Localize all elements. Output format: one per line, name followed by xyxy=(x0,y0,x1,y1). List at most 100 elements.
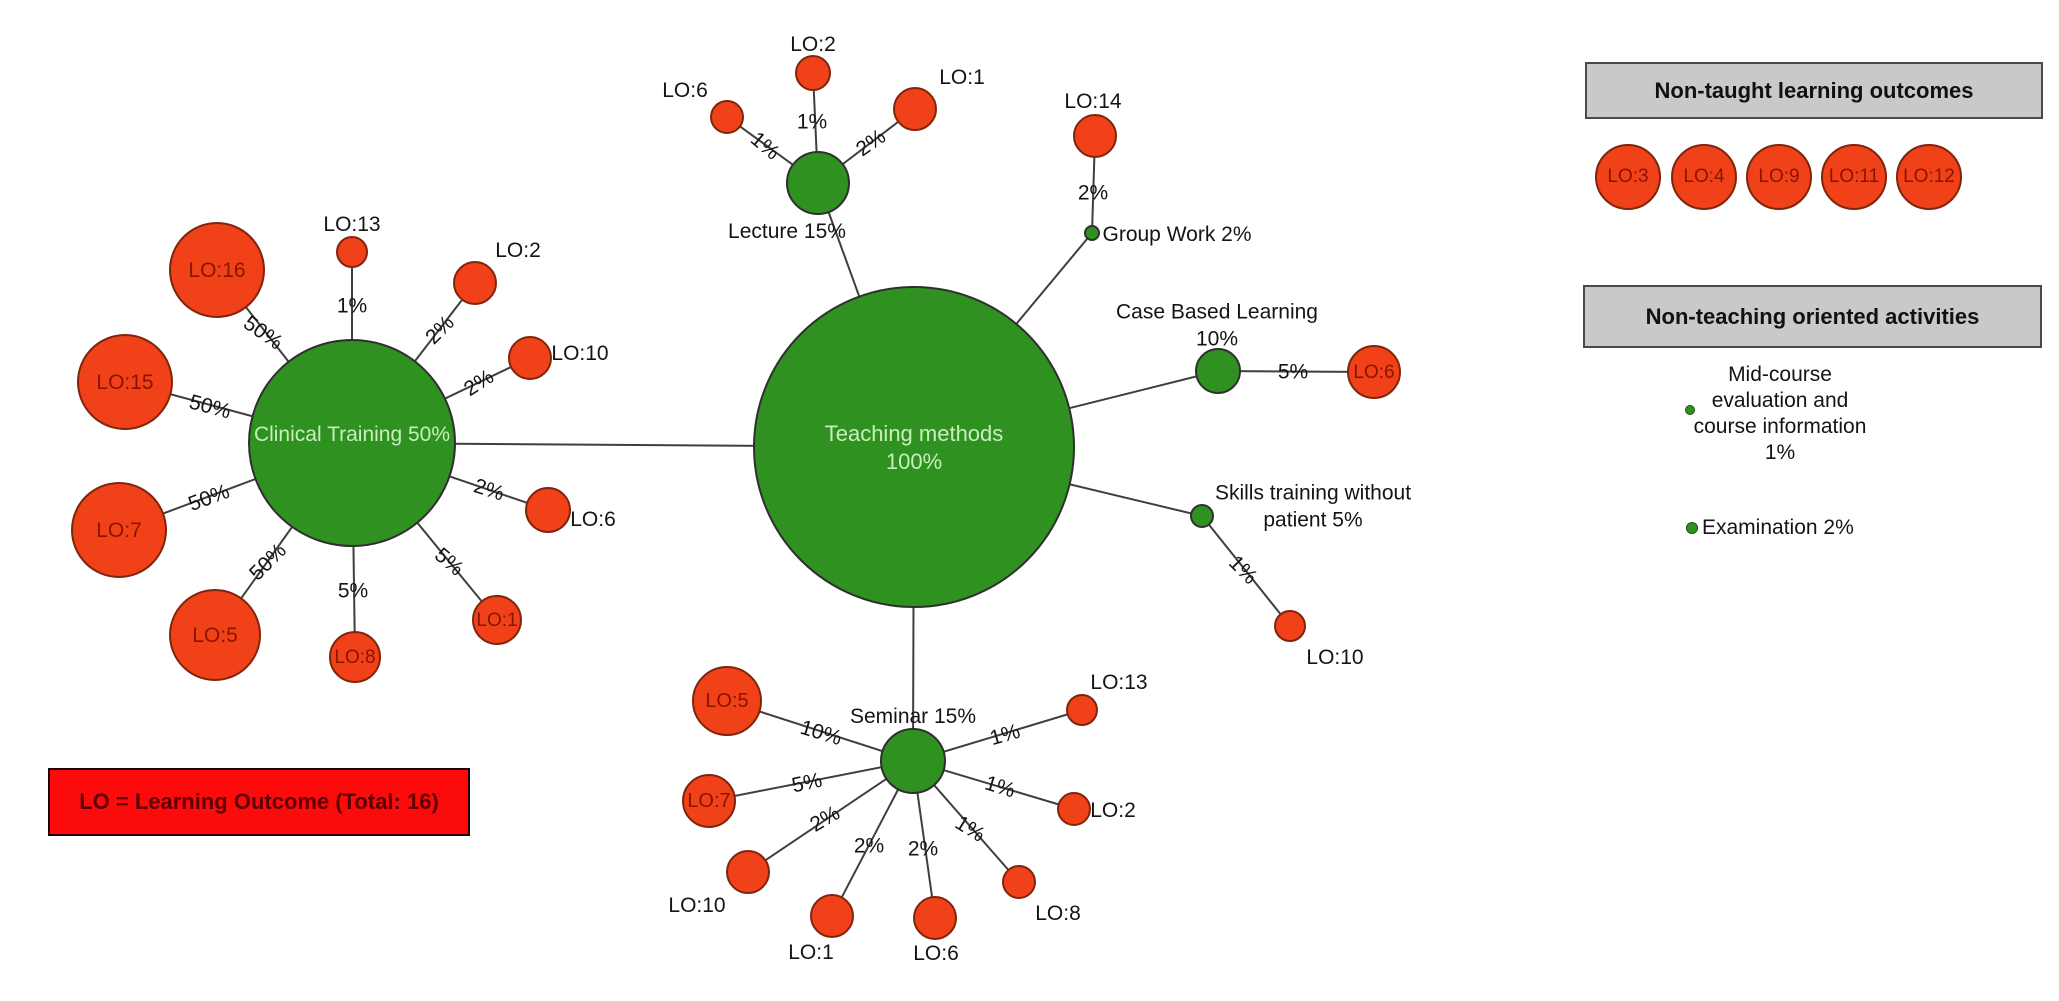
edge-label-seminar-s10: 2% xyxy=(806,801,844,836)
node-label-cb6: LO:6 xyxy=(1353,362,1394,383)
node-c6 xyxy=(525,487,571,533)
node-c8 xyxy=(329,631,381,683)
node-lecture xyxy=(786,151,850,215)
node-c15 xyxy=(77,334,173,430)
edge-label-clinical-c8: 5% xyxy=(338,580,368,603)
activity-dot-icon xyxy=(1686,522,1698,534)
node-lo14 xyxy=(1073,114,1117,158)
node-c5 xyxy=(169,589,261,681)
node-label-lo14: LO:14 xyxy=(1064,90,1122,113)
activity-dot-icon xyxy=(1685,405,1695,415)
node-label-c7: LO:7 xyxy=(96,519,142,542)
legend-circle-LO-12: LO:12 xyxy=(1896,144,1962,210)
edge-label-clinical-c6: 2% xyxy=(471,474,507,505)
node-label-seminar: Seminar 15% xyxy=(850,705,976,728)
node-label-c2: LO:2 xyxy=(495,239,541,262)
node-label-s13: LO:13 xyxy=(1090,671,1147,694)
legend-circle-LO-9: LO:9 xyxy=(1746,144,1812,210)
edge-label-lecture-l6: 1% xyxy=(746,127,784,164)
edge-label-clinical-c7: 50% xyxy=(185,480,232,516)
edge-label-clinical-c10: 2% xyxy=(460,365,498,401)
node-s10 xyxy=(726,850,770,894)
legend-circle-LO-11: LO:11 xyxy=(1821,144,1887,210)
node-label-c8: LO:8 xyxy=(334,647,375,668)
node-l1 xyxy=(893,87,937,131)
node-label-s1: LO:1 xyxy=(788,941,834,964)
node-skills xyxy=(1190,504,1214,528)
legend-circle-label: LO:4 xyxy=(1683,166,1725,187)
edge-label-seminar-s1: 2% xyxy=(854,835,884,858)
node-groupwork xyxy=(1084,225,1100,241)
node-c2 xyxy=(453,261,497,305)
node-s5 xyxy=(692,666,762,736)
node-s2 xyxy=(1057,792,1091,826)
node-c13 xyxy=(336,236,368,268)
key-text: LO = Learning Outcome (Total: 16) xyxy=(79,789,439,814)
edge-label-seminar-s5: 10% xyxy=(798,716,845,750)
edge-label-groupwork-lo14: 2% xyxy=(1078,182,1108,205)
node-label-lecture: Lecture 15% xyxy=(728,220,846,243)
node-s7 xyxy=(682,774,736,828)
node-clinical xyxy=(248,339,456,547)
node-c10 xyxy=(508,336,552,380)
node-label-c13: LO:13 xyxy=(323,213,380,236)
node-s1 xyxy=(810,894,854,938)
node-s13 xyxy=(1066,694,1098,726)
edge-label-seminar-s6: 2% xyxy=(908,838,938,861)
node-label-s6: LO:6 xyxy=(913,942,959,965)
node-label-s5: LO:5 xyxy=(705,690,748,712)
node-label-s10: LO:10 xyxy=(668,894,725,917)
edge-label-cbl-cb6: 5% xyxy=(1278,361,1308,384)
node-seminar xyxy=(880,728,946,794)
node-c16 xyxy=(169,222,265,318)
node-l6 xyxy=(710,100,744,134)
legend-circle-label: LO:3 xyxy=(1607,166,1649,187)
node-label-teaching: Teaching methods 100% xyxy=(825,421,1004,474)
node-label-l6: LO:6 xyxy=(662,79,708,102)
node-label-c10: LO:10 xyxy=(551,342,608,365)
node-label-c16: LO:16 xyxy=(188,259,245,282)
node-label-s8: LO:8 xyxy=(1035,902,1081,925)
edge-label-seminar-s7: 5% xyxy=(790,769,824,798)
legend-circle-label: LO:11 xyxy=(1828,166,1880,187)
node-l2 xyxy=(795,55,831,91)
edge-label-clinical-c1: 5% xyxy=(430,543,468,580)
node-label-skills: Skills training without patient 5% xyxy=(1215,481,1411,531)
edge-skills-sk10 xyxy=(1201,515,1291,627)
node-label-l1: LO:1 xyxy=(939,66,985,89)
legend-non-teaching-title: Non-teaching oriented activities xyxy=(1645,303,1980,329)
edge-label-clinical-c16: 50% xyxy=(239,312,287,355)
legend-non-taught-title: Non-taught learning outcomes xyxy=(1654,77,1974,103)
activity-item-0: Mid-course evaluation and course informa… xyxy=(1693,363,1867,464)
activity-item-1: Examination 2% xyxy=(1702,516,1854,539)
node-cb6 xyxy=(1347,345,1401,399)
edge-label-clinical-c5: 50% xyxy=(245,539,291,585)
legend-non-taught-header: Non-taught learning outcomes xyxy=(1585,62,2043,119)
edge-label-clinical-c15: 50% xyxy=(187,390,234,423)
edge-label-lecture-l2: 1% xyxy=(797,111,827,134)
node-label-s7: LO:7 xyxy=(687,790,730,812)
legend-circle-label: LO:9 xyxy=(1758,166,1800,187)
edge-label-lecture-l1: 2% xyxy=(852,125,890,161)
node-s6 xyxy=(913,896,957,940)
node-sk10 xyxy=(1274,610,1306,642)
node-label-c6: LO:6 xyxy=(570,508,616,531)
node-label-c5: LO:5 xyxy=(192,624,238,647)
node-label-groupwork: Group Work 2% xyxy=(1103,223,1252,246)
node-c7 xyxy=(71,482,167,578)
node-c1 xyxy=(472,595,522,645)
edge-label-clinical-c13: 1% xyxy=(337,295,367,318)
edge-label-clinical-c2: 2% xyxy=(421,311,459,349)
legend-non-teaching-header: Non-teaching oriented activities xyxy=(1583,285,2042,348)
edge-seminar-s7 xyxy=(708,760,914,802)
node-cbl xyxy=(1195,348,1241,394)
node-label-sk10: LO:10 xyxy=(1306,646,1363,669)
edge-seminar-s10 xyxy=(747,760,914,873)
node-label-s2: LO:2 xyxy=(1090,799,1136,822)
node-label-clinical: Clinical Training 50% xyxy=(254,423,450,446)
edge-label-seminar-s13: 1% xyxy=(987,720,1023,750)
legend-circle-LO-3: LO:3 xyxy=(1595,144,1661,210)
edge-label-seminar-s2: 1% xyxy=(982,772,1018,803)
